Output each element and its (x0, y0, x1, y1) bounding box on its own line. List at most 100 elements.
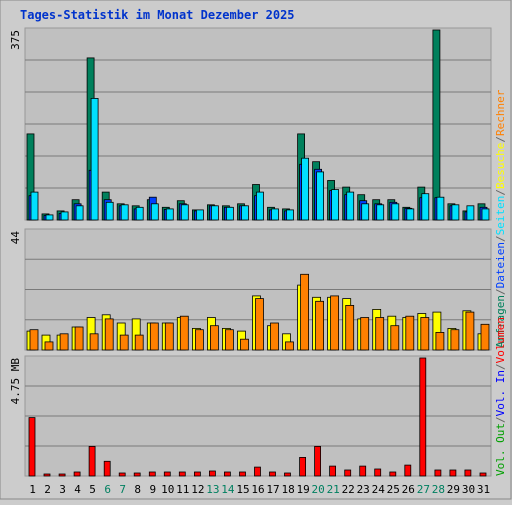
bar-volumen-day-5 (88, 445, 96, 477)
bar-seiten-day-10 (165, 208, 174, 221)
bar-rechner-day-3 (59, 333, 69, 351)
x-tick-label: 22 (342, 483, 355, 496)
legend-entry: / (494, 416, 507, 423)
bar-volumen-day-13 (208, 470, 216, 477)
legend-entry: / (494, 288, 507, 295)
bar-seiten-day-16 (256, 191, 264, 221)
bar-seiten-day-14 (225, 206, 234, 221)
bar-volumen-day-12 (193, 471, 201, 477)
bar-volumen-day-24 (374, 468, 382, 477)
legend-volume: Vol. Out/Vol. In/Volumen (494, 317, 507, 476)
bar-volumen-day-9 (148, 471, 156, 477)
bar-rechner-day-16 (255, 298, 264, 351)
bar-volumen-day-29 (449, 469, 457, 477)
bar-volumen-day-15 (239, 471, 246, 477)
bar-rechner-day-26 (405, 315, 415, 351)
bar-rechner-day-5 (89, 333, 99, 351)
legend-entry: Rechner (494, 89, 507, 136)
bar-volumen-day-3 (58, 473, 66, 477)
x-tick-label: 5 (89, 483, 96, 496)
bar-volumen-day-26 (404, 464, 412, 477)
bar-rechner-day-25 (390, 325, 400, 351)
bar-volumen-day-1 (28, 417, 36, 477)
x-tick-label: 4 (74, 483, 81, 496)
bar-rechner-day-24 (375, 317, 385, 351)
bar-seiten-day-5 (90, 98, 99, 221)
bar-volumen-day-30 (464, 469, 472, 477)
bar-seiten-day-26 (406, 208, 415, 221)
panel-volume: 4.75 MB (9, 355, 492, 477)
bar-volumen-day-31 (479, 472, 487, 477)
bar-rechner-day-11 (179, 315, 189, 351)
legend-entry: Vol. In (494, 370, 507, 416)
bar-seiten-day-22 (346, 191, 355, 221)
bar-rechner-day-9 (149, 322, 159, 351)
bar-seiten-day-28 (436, 196, 445, 221)
bar-seiten-day-25 (391, 203, 400, 221)
bar-rechner-day-12 (194, 329, 204, 351)
bar-rechner-day-31 (480, 323, 490, 351)
bar-rechner-day-17 (270, 322, 279, 351)
legend-entry: / (494, 363, 507, 370)
bar-volumen-day-25 (389, 471, 397, 477)
bar-seiten-day-31 (481, 208, 490, 221)
panel-visits: 44 (9, 228, 492, 351)
bar-seiten-day-19 (301, 157, 310, 221)
x-tick-label: 7 (119, 483, 126, 496)
bar-rechner-day-21 (330, 295, 340, 351)
bar-volumen-day-11 (178, 471, 186, 477)
bar-rechner-day-1 (29, 329, 39, 351)
x-tick-label: 11 (176, 483, 189, 496)
bar-rechner-day-10 (164, 322, 174, 351)
bar-seiten-day-29 (451, 204, 460, 221)
x-tick-label: 28 (432, 483, 445, 496)
bar-volumen-day-28 (434, 469, 442, 477)
bar-seiten-day-21 (331, 189, 340, 221)
x-tick-label: 29 (447, 483, 460, 496)
bar-volumen-day-8 (133, 472, 141, 477)
bar-volumen-day-2 (43, 473, 51, 477)
bar-seiten-day-15 (241, 205, 249, 221)
x-tick-label: 1 (29, 483, 36, 496)
bar-rechner-day-23 (360, 317, 370, 351)
legend-entry: Vol. Out (494, 423, 507, 476)
bar-volumen-day-20 (314, 445, 322, 477)
x-tick-label: 21 (327, 483, 340, 496)
bar-seiten-day-24 (376, 204, 385, 221)
x-tick-label: 14 (221, 483, 235, 496)
x-tick-label: 26 (402, 483, 415, 496)
bar-volumen-day-22 (344, 469, 352, 477)
legend-entry: Volumen (494, 317, 507, 363)
bar-seiten-day-8 (135, 206, 144, 221)
bar-volumen-day-17 (269, 471, 276, 477)
bar-seiten-day-30 (466, 205, 475, 221)
bar-volumen-day-18 (284, 472, 291, 477)
legend-entry: / (494, 235, 507, 242)
bar-volumen-day-7 (118, 472, 126, 477)
bar-rechner-day-20 (315, 300, 325, 351)
x-tick-label: 6 (104, 483, 111, 496)
bar-rechner-day-30 (465, 311, 475, 351)
bar-seiten-day-12 (195, 209, 204, 221)
bar-volumen-day-4 (73, 471, 81, 477)
bar-rechner-day-29 (450, 329, 460, 351)
legend-entry: / (494, 189, 507, 196)
bar-volumen-day-23 (359, 465, 367, 477)
legend-entry: / (494, 136, 507, 143)
bar-seiten-day-2 (45, 214, 54, 221)
x-tick-label: 18 (281, 483, 294, 496)
bar-seiten-day-13 (210, 205, 219, 221)
x-tick-label: 30 (462, 483, 475, 496)
x-tick-label: 24 (372, 483, 386, 496)
bar-rechner-day-18 (285, 341, 294, 351)
bar-seiten-day-27 (421, 193, 430, 221)
x-tick-label: 10 (161, 483, 174, 496)
x-tick-label: 19 (296, 483, 309, 496)
legend-entry: Anfragen (494, 295, 507, 348)
x-tick-label: 12 (191, 483, 204, 496)
bar-seiten-day-3 (60, 211, 69, 221)
x-tick-label: 27 (417, 483, 430, 496)
y-max-label: 44 (9, 231, 22, 245)
bar-volumen-day-10 (163, 471, 171, 477)
bar-rechner-day-4 (74, 326, 84, 351)
